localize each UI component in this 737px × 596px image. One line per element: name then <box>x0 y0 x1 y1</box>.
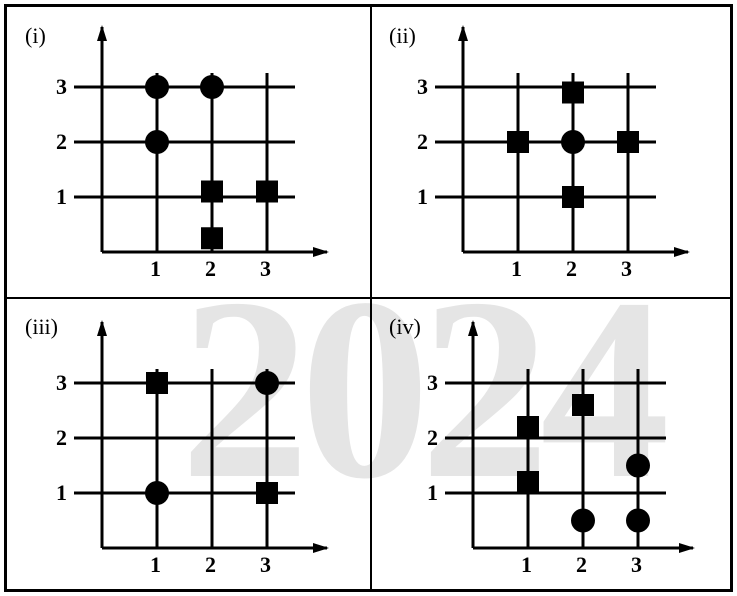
y-tick-label: 2 <box>56 425 67 451</box>
marker-circle <box>561 130 585 154</box>
x-tick-label: 1 <box>521 552 532 578</box>
marker-circle <box>626 509 650 533</box>
y-tick-label: 2 <box>56 129 67 155</box>
marker-square <box>572 394 594 416</box>
x-tick-label: 2 <box>205 552 216 578</box>
marker-circle <box>145 481 169 505</box>
x-tick-label: 3 <box>621 256 632 282</box>
marker-square <box>562 186 584 208</box>
marker-circle <box>200 75 224 99</box>
y-tick-label: 1 <box>427 480 438 506</box>
marker-square <box>517 471 539 493</box>
x-tick-label: 1 <box>511 256 522 282</box>
panel-iii: (iii) 123123 <box>7 300 367 589</box>
y-tick-label: 3 <box>56 74 67 100</box>
marker-square <box>517 416 539 438</box>
marker-circle <box>255 371 279 395</box>
y-tick-label: 3 <box>427 370 438 396</box>
y-tick-label: 2 <box>427 425 438 451</box>
marker-circle <box>626 454 650 478</box>
y-tick-label: 3 <box>417 74 428 100</box>
marker-square <box>201 227 223 249</box>
marker-circle <box>145 75 169 99</box>
x-tick-label: 3 <box>631 552 642 578</box>
horizontal-divider <box>4 297 733 299</box>
x-tick-label: 1 <box>150 552 161 578</box>
marker-square <box>256 482 278 504</box>
x-tick-label: 2 <box>576 552 587 578</box>
marker-square <box>201 181 223 203</box>
marker-square <box>507 131 529 153</box>
panel-ii: (ii) 123123 <box>373 7 730 293</box>
x-tick-label: 2 <box>205 256 216 282</box>
panel-i: (i) 123123 <box>7 7 367 293</box>
panel-iv: (iv) 123123 <box>373 300 730 589</box>
y-tick-label: 1 <box>56 184 67 210</box>
y-tick-label: 3 <box>56 370 67 396</box>
y-tick-label: 1 <box>417 184 428 210</box>
x-tick-label: 3 <box>260 552 271 578</box>
x-tick-label: 1 <box>150 256 161 282</box>
marker-circle <box>145 130 169 154</box>
marker-square <box>146 372 168 394</box>
marker-square <box>256 181 278 203</box>
x-tick-label: 3 <box>260 256 271 282</box>
marker-square <box>617 131 639 153</box>
y-tick-label: 2 <box>417 129 428 155</box>
marker-circle <box>571 509 595 533</box>
figure-frame: 2024 (i) 123123 (ii) 123123 (iii) 123123… <box>0 0 737 596</box>
marker-square <box>562 82 584 104</box>
y-tick-label: 1 <box>56 480 67 506</box>
x-tick-label: 2 <box>566 256 577 282</box>
